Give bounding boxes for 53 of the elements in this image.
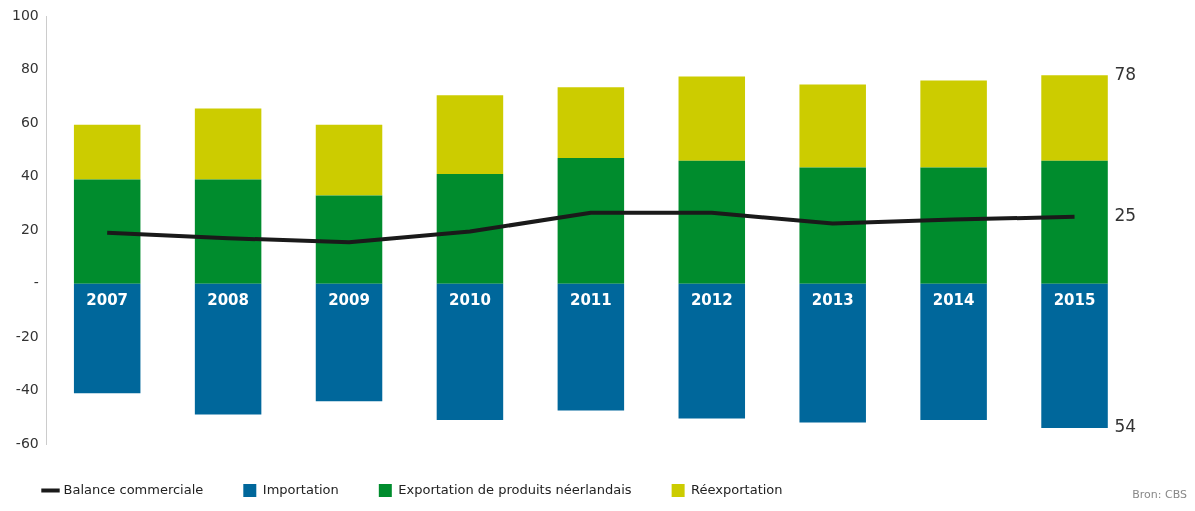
legend-label: Balance commerciale	[63, 481, 204, 497]
annotation: 78	[1114, 63, 1137, 84]
bar	[436, 95, 504, 175]
legend-label: Réexportation	[691, 481, 783, 497]
x-tick-label: 2008	[207, 291, 249, 310]
x-tick-label: 2009	[328, 291, 370, 310]
y-tick-label: 100	[11, 7, 39, 24]
bar	[315, 195, 383, 284]
bar	[436, 174, 504, 284]
bar	[678, 283, 746, 419]
y-tick-label: 40	[20, 167, 39, 184]
bar	[1041, 160, 1108, 284]
bar	[315, 124, 383, 196]
bar	[1041, 283, 1108, 428]
x-tick-label: 2014	[932, 291, 975, 310]
bar	[920, 167, 987, 284]
legend-label: Importation	[262, 481, 339, 497]
y-tick-label: 80	[20, 60, 39, 77]
y-tick-label: 60	[20, 113, 39, 130]
annotation: 25	[1114, 205, 1137, 226]
bar	[678, 160, 746, 284]
bar	[799, 84, 866, 168]
x-tick-label: 2012	[690, 291, 733, 310]
bar	[920, 283, 987, 420]
bar	[194, 108, 262, 180]
bar	[799, 167, 866, 284]
y-tick-label: -40	[15, 381, 39, 398]
bar	[557, 87, 625, 159]
x-tick-label: 2011	[569, 291, 612, 310]
bar	[194, 283, 262, 415]
x-tick-label: 2010	[449, 291, 491, 310]
bar	[315, 283, 383, 402]
bar	[557, 283, 625, 411]
y-tick-label: -20	[15, 327, 39, 344]
bar	[73, 179, 141, 284]
y-tick-label: -60	[15, 434, 39, 451]
bar	[1041, 75, 1108, 161]
annotation: 54	[1114, 416, 1137, 437]
bar	[73, 283, 141, 394]
x-tick-label: 2007	[86, 291, 129, 310]
bar	[73, 124, 141, 180]
y-tick-label: -	[33, 274, 39, 291]
bar	[678, 76, 746, 161]
x-tick-label: 2013	[811, 291, 854, 310]
y-tick-label: 20	[20, 220, 39, 237]
x-tick-label: 2015	[1053, 291, 1096, 310]
bar	[799, 283, 866, 423]
bar	[920, 80, 987, 168]
bar	[436, 283, 504, 420]
legend-label: Exportation de produits néerlandais	[398, 481, 632, 497]
bar	[194, 179, 262, 284]
bar	[557, 158, 625, 284]
text: Bron: CBS	[1132, 487, 1188, 501]
